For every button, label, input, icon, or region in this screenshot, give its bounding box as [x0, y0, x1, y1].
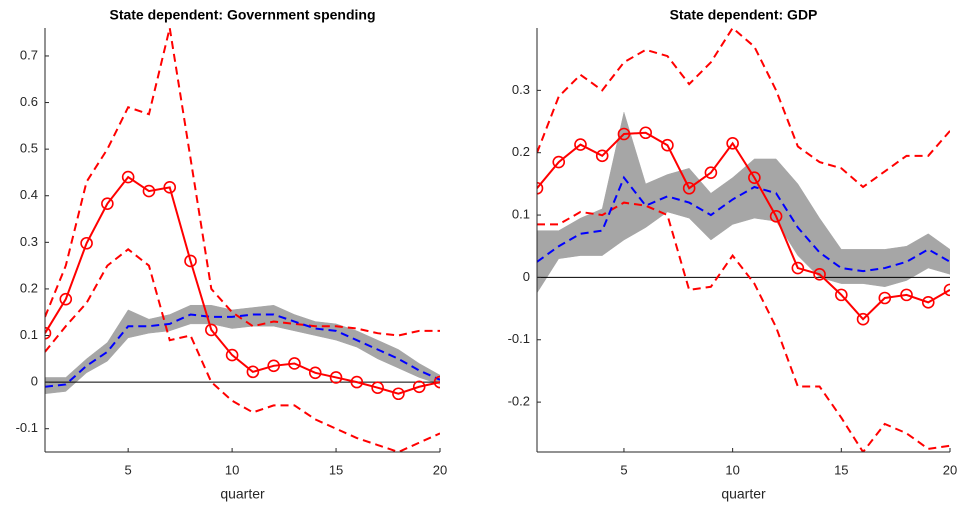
x-axis-label: quarter [721, 486, 766, 502]
series-marker [856, 312, 870, 326]
series-marker [59, 292, 73, 306]
series-marker [288, 357, 301, 370]
y-tick-label: 0.1 [20, 327, 38, 342]
series-marker [813, 267, 826, 281]
x-tick-label: 15 [834, 462, 848, 477]
series-marker [595, 149, 609, 163]
chart-title: State dependent: Government spending [109, 7, 375, 23]
x-tick-label: 10 [225, 462, 239, 477]
confidence-band [537, 111, 950, 294]
y-tick-label: 0.2 [20, 280, 38, 295]
x-tick-label: 5 [620, 462, 627, 477]
series-marker [80, 236, 93, 250]
y-tick-label: 0.4 [20, 187, 38, 202]
y-tick-label: -0.2 [508, 394, 530, 409]
chart-title: State dependent: GDP [670, 7, 818, 23]
x-tick-label: 5 [125, 462, 132, 477]
series-marker [574, 138, 587, 151]
series-marker [900, 288, 913, 302]
x-tick-label: 15 [329, 462, 343, 477]
series-marker [682, 181, 696, 195]
series-marker [121, 170, 135, 184]
series-marker [246, 365, 260, 379]
series-marker [163, 181, 177, 194]
plot-area [537, 28, 950, 452]
series-marker [921, 296, 935, 309]
series-marker [617, 127, 631, 141]
series-marker [769, 210, 783, 223]
series-line [45, 313, 440, 388]
series-marker [791, 261, 805, 275]
series-line [45, 248, 440, 452]
series-marker [205, 323, 218, 337]
series-marker [537, 181, 544, 195]
series-marker [412, 380, 426, 394]
y-tick-label: -0.1 [508, 331, 530, 346]
series-marker [308, 366, 322, 380]
y-tick-label: 0.3 [20, 234, 38, 249]
series-marker [350, 375, 364, 389]
series-marker [726, 137, 739, 150]
x-tick-label: 10 [725, 462, 739, 477]
series-marker [392, 387, 405, 401]
y-tick-label: 0.5 [20, 141, 38, 156]
plot-area [45, 28, 440, 452]
series-marker [835, 288, 848, 302]
series-line [537, 28, 950, 189]
y-tick-label: 0.3 [512, 82, 530, 97]
series-line [537, 175, 950, 273]
series-line [537, 201, 950, 452]
y-tick-label: 0.6 [20, 94, 38, 109]
x-tick-label: 20 [943, 462, 957, 477]
series-marker [878, 291, 892, 305]
series-marker [661, 138, 674, 152]
y-tick-label: 0 [31, 374, 38, 389]
series-marker [329, 371, 343, 384]
series-marker [704, 166, 718, 179]
series-marker [748, 171, 761, 184]
series-marker [184, 254, 197, 268]
series-marker [639, 126, 652, 140]
confidence-band [45, 304, 440, 395]
x-axis-label: quarter [220, 486, 265, 502]
y-tick-label: 0 [523, 269, 530, 284]
y-tick-label: 0.7 [20, 47, 38, 62]
series-marker [101, 197, 114, 210]
series-marker [943, 283, 950, 297]
x-tick-label: 20 [433, 462, 447, 477]
y-tick-label: -0.1 [16, 420, 38, 435]
series-marker [225, 348, 239, 362]
series-marker [267, 359, 280, 373]
series-marker [371, 381, 384, 395]
y-tick-label: 0.2 [512, 144, 530, 159]
series-marker [142, 184, 156, 198]
series-line [45, 28, 440, 337]
series-marker [433, 375, 440, 389]
series-marker [45, 326, 52, 340]
series-marker [552, 155, 566, 169]
y-tick-label: 0.1 [512, 206, 530, 221]
